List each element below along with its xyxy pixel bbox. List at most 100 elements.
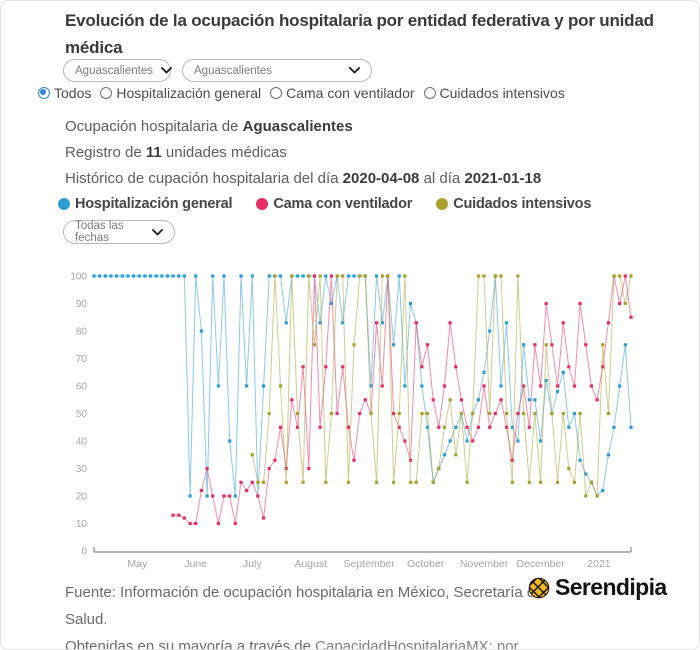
data-point-hospitalizacion-general[interactable] <box>567 425 571 429</box>
data-point-hospitalizacion-general[interactable] <box>606 453 610 457</box>
data-point-hospitalizacion-general[interactable] <box>623 343 627 347</box>
data-point-cuidados-intensivos[interactable] <box>397 411 401 416</box>
data-point-hospitalizacion-general[interactable] <box>154 274 158 278</box>
data-point-cuidados-intensivos[interactable] <box>618 274 622 278</box>
data-point-cuidados-intensivos[interactable] <box>408 480 413 484</box>
data-point-hospitalizacion-general[interactable] <box>341 321 345 325</box>
radio-option-hospitalizacion-general[interactable]: Hospitalización general <box>100 85 261 101</box>
data-point-cama-con-ventilador[interactable] <box>177 513 181 517</box>
data-point-hospitalizacion-general[interactable] <box>216 384 220 388</box>
data-point-cama-con-ventilador[interactable] <box>550 343 554 347</box>
data-point-hospitalizacion-general[interactable] <box>482 370 486 374</box>
data-point-cuidados-intensivos[interactable] <box>465 480 469 484</box>
data-point-cama-con-ventilador[interactable] <box>278 425 283 429</box>
data-point-hospitalizacion-general[interactable] <box>442 453 447 457</box>
data-point-cama-con-ventilador[interactable] <box>205 466 209 471</box>
data-point-cama-con-ventilador[interactable] <box>307 466 311 471</box>
data-point-hospitalizacion-general[interactable] <box>572 411 577 416</box>
data-point-cuidados-intensivos[interactable] <box>544 343 548 347</box>
data-point-cuidados-intensivos[interactable] <box>386 274 390 278</box>
occupancy-chart[interactable]: 0 10 20 30 40 50 60 70 80 90 100 May June July August S… <box>47 255 639 577</box>
data-point-cama-con-ventilador[interactable] <box>182 516 186 520</box>
data-point-cama-con-ventilador[interactable] <box>499 398 503 402</box>
data-point-cuidados-intensivos[interactable] <box>567 466 571 471</box>
data-point-cama-con-ventilador[interactable] <box>301 365 305 369</box>
data-point-cuidados-intensivos[interactable] <box>278 384 283 388</box>
data-point-cuidados-intensivos[interactable] <box>584 494 588 498</box>
data-point-cama-con-ventilador[interactable] <box>555 384 560 388</box>
data-point-hospitalizacion-general[interactable] <box>346 274 350 278</box>
data-point-hospitalizacion-general[interactable] <box>380 321 384 325</box>
data-point-cuidados-intensivos[interactable] <box>335 274 339 278</box>
data-point-hospitalizacion-general[interactable] <box>465 439 469 443</box>
data-point-hospitalizacion-general[interactable] <box>527 398 531 402</box>
data-point-cama-con-ventilador[interactable] <box>211 494 215 498</box>
data-point-cama-con-ventilador[interactable] <box>420 365 424 369</box>
data-point-cama-con-ventilador[interactable] <box>363 398 367 402</box>
data-point-cama-con-ventilador[interactable] <box>471 439 475 443</box>
data-point-cuidados-intensivos[interactable] <box>267 411 271 416</box>
data-point-cuidados-intensivos[interactable] <box>623 301 627 306</box>
data-point-cama-con-ventilador[interactable] <box>437 425 441 429</box>
data-point-cama-con-ventilador[interactable] <box>335 411 339 416</box>
data-point-cama-con-ventilador[interactable] <box>454 365 458 369</box>
data-point-cuidados-intensivos[interactable] <box>522 411 526 416</box>
data-point-cama-con-ventilador[interactable] <box>629 315 633 319</box>
data-point-hospitalizacion-general[interactable] <box>488 329 492 333</box>
data-point-cuidados-intensivos[interactable] <box>516 274 520 278</box>
data-point-cama-con-ventilador[interactable] <box>442 384 447 388</box>
data-point-hospitalizacion-general[interactable] <box>194 274 198 278</box>
data-point-hospitalizacion-general[interactable] <box>233 494 237 498</box>
data-point-hospitalizacion-general[interactable] <box>318 321 322 325</box>
data-point-cuidados-intensivos[interactable] <box>431 480 435 484</box>
data-point-hospitalizacion-general[interactable] <box>98 274 102 278</box>
data-point-hospitalizacion-general[interactable] <box>324 274 328 278</box>
data-point-cama-con-ventilador[interactable] <box>408 458 413 462</box>
data-point-hospitalizacion-general[interactable] <box>403 384 407 388</box>
data-point-cama-con-ventilador[interactable] <box>522 384 526 388</box>
data-point-cama-con-ventilador[interactable] <box>233 521 237 526</box>
data-point-hospitalizacion-general[interactable] <box>182 274 186 278</box>
data-point-cuidados-intensivos[interactable] <box>505 411 509 416</box>
data-point-hospitalizacion-general[interactable] <box>561 370 565 374</box>
data-point-cama-con-ventilador[interactable] <box>431 398 435 402</box>
data-point-cuidados-intensivos[interactable] <box>380 274 384 278</box>
data-point-cama-con-ventilador[interactable] <box>199 488 203 493</box>
data-point-cuidados-intensivos[interactable] <box>533 411 537 416</box>
data-point-cuidados-intensivos[interactable] <box>589 480 593 484</box>
data-point-cuidados-intensivos[interactable] <box>499 274 503 278</box>
data-point-cuidados-intensivos[interactable] <box>403 274 407 278</box>
data-point-cuidados-intensivos[interactable] <box>318 274 322 278</box>
data-point-cama-con-ventilador[interactable] <box>188 521 192 526</box>
data-point-hospitalizacion-general[interactable] <box>267 274 271 278</box>
data-point-hospitalizacion-general[interactable] <box>239 274 243 278</box>
data-point-cuidados-intensivos[interactable] <box>307 274 311 278</box>
data-point-hospitalizacion-general[interactable] <box>278 274 283 278</box>
data-point-hospitalizacion-general[interactable] <box>505 321 509 325</box>
data-point-cama-con-ventilador[interactable] <box>239 480 243 484</box>
data-point-cuidados-intensivos[interactable] <box>448 398 452 402</box>
data-point-cuidados-intensivos[interactable] <box>488 411 492 416</box>
data-point-cama-con-ventilador[interactable] <box>324 365 328 369</box>
data-point-cama-con-ventilador[interactable] <box>533 343 537 347</box>
data-point-hospitalizacion-general[interactable] <box>171 274 175 278</box>
data-point-hospitalizacion-general[interactable] <box>352 274 356 278</box>
data-point-cuidados-intensivos[interactable] <box>312 343 317 347</box>
data-point-hospitalizacion-general[interactable] <box>165 274 170 278</box>
data-point-cama-con-ventilador[interactable] <box>245 488 249 493</box>
data-point-cuidados-intensivos[interactable] <box>295 411 300 416</box>
data-point-cama-con-ventilador[interactable] <box>250 480 254 484</box>
data-point-cuidados-intensivos[interactable] <box>539 480 543 484</box>
data-point-cuidados-intensivos[interactable] <box>572 480 577 484</box>
date-filter-select[interactable]: Todas las fechas <box>63 220 175 244</box>
state-select[interactable]: Aguascalientes <box>63 59 172 82</box>
data-point-hospitalizacion-general[interactable] <box>510 425 514 429</box>
data-point-cuidados-intensivos[interactable] <box>420 411 424 416</box>
data-point-cama-con-ventilador[interactable] <box>397 425 401 429</box>
chart-area[interactable]: 0 10 20 30 40 50 60 70 80 90 100 May June July August S… <box>47 255 639 582</box>
data-point-hospitalizacion-general[interactable] <box>629 425 633 429</box>
data-point-hospitalizacion-general[interactable] <box>544 378 548 383</box>
data-point-hospitalizacion-general[interactable] <box>132 274 136 278</box>
data-point-cuidados-intensivos[interactable] <box>459 411 463 416</box>
data-point-cama-con-ventilador[interactable] <box>539 384 543 388</box>
